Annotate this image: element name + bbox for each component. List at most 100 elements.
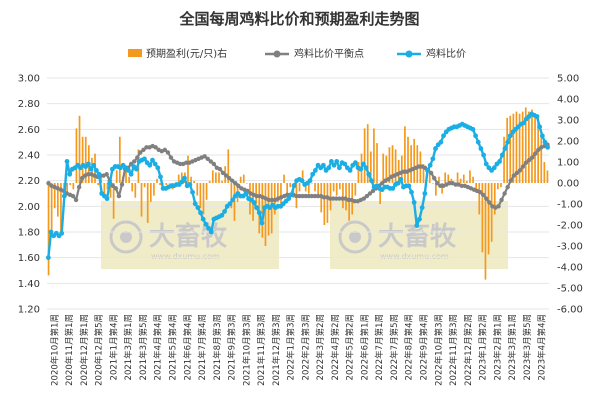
profit-bar — [307, 183, 310, 194]
profit-bar — [357, 162, 360, 183]
ratio-point — [334, 159, 340, 164]
balance-point — [46, 181, 51, 186]
profit-bar — [149, 183, 152, 202]
ratio-point — [507, 133, 513, 139]
y-left-tick-label: 1.40 — [18, 279, 40, 290]
ratio-point — [155, 165, 161, 171]
ratio-point — [342, 161, 348, 167]
profit-bar — [342, 183, 344, 209]
profit-bar — [81, 136, 84, 183]
x-tick-label: 2021年1月第4周 — [108, 314, 119, 380]
profit-bar — [153, 183, 155, 196]
ratio-point — [152, 161, 158, 167]
profit-bar — [515, 111, 518, 183]
ratio-point — [369, 178, 374, 184]
y-right-tick-label: -4.00 — [557, 263, 583, 274]
profit-bar — [388, 147, 391, 183]
balance-point — [447, 181, 452, 186]
balance-point — [487, 200, 492, 205]
profit-bar — [118, 136, 121, 183]
balance-point — [104, 172, 109, 177]
profit-bar — [304, 183, 307, 192]
y-right-tick-label: 0.00 — [557, 179, 579, 190]
profit-bar — [311, 183, 313, 184]
ratio-point — [96, 171, 102, 177]
x-tick-label: 2021年6月第4周 — [182, 314, 193, 380]
ratio-point — [328, 159, 334, 164]
x-tick-label: 2022年9月第4周 — [419, 314, 430, 380]
x-tick-label: 2022年6月第1周 — [359, 314, 370, 380]
balance-point — [294, 193, 299, 199]
profit-bar — [218, 172, 220, 183]
balance-point — [364, 193, 370, 199]
ratio-point — [307, 178, 313, 184]
x-tick-label: 2020年12月第1周 — [79, 314, 90, 386]
profit-bar — [456, 172, 459, 183]
y-left-tick-label: 2.00 — [18, 202, 40, 213]
chart-title: 全国每周鸡料比价和预期盈利走势图 — [178, 10, 419, 28]
profit-bar — [187, 155, 189, 183]
profit-bar — [391, 145, 394, 183]
balance-point — [370, 188, 376, 194]
x-tick-label: 2021年10月第3周 — [241, 314, 252, 386]
balance-point — [153, 145, 158, 150]
x-tick-label: 2020年11月第1周 — [64, 314, 75, 386]
watermark-logo-dot — [349, 231, 361, 243]
ratio-point — [187, 182, 193, 187]
ratio-point — [222, 209, 227, 214]
ratio-point — [320, 162, 326, 168]
profit-bar — [143, 183, 146, 188]
balance-point — [254, 193, 259, 199]
profit-bar — [540, 136, 543, 183]
profit-bar — [78, 115, 81, 183]
legend-marker-ratio — [405, 50, 413, 58]
profit-bar — [385, 155, 388, 183]
x-tick-label: 2020年10月第1周 — [49, 314, 60, 386]
profit-bar — [366, 124, 369, 183]
profit-bar — [521, 111, 524, 183]
profit-bar — [528, 111, 530, 183]
ratio-point — [361, 161, 366, 167]
x-tick-label: 2023年1月第2周 — [478, 314, 489, 380]
profit-bar — [162, 183, 165, 184]
profit-bar — [230, 183, 233, 209]
profit-bar — [180, 172, 183, 183]
ratio-point — [288, 192, 294, 198]
balance-point — [144, 145, 149, 150]
x-tick-label: 2021年11月第3周 — [256, 314, 267, 386]
ratio-point — [190, 189, 195, 195]
profit-bar — [128, 176, 130, 183]
balance-point — [505, 184, 510, 190]
ratio-point — [326, 165, 332, 171]
balance-point — [312, 193, 318, 199]
x-tick-label: 2022年11月第3周 — [448, 314, 459, 386]
ratio-point — [414, 223, 420, 228]
balance-point — [327, 196, 333, 201]
profit-bar — [490, 183, 493, 242]
balance-point — [119, 182, 125, 187]
balance-point — [110, 183, 116, 188]
profit-bar — [376, 143, 378, 183]
legend-swatch-profit — [128, 49, 142, 57]
profit-bar — [53, 183, 56, 209]
ratio-point — [473, 133, 478, 139]
profit-bar — [277, 183, 279, 202]
y-right-tick-label: 5.00 — [557, 74, 579, 85]
watermark-url: www.dxumu.com — [151, 252, 220, 261]
balance-point — [428, 170, 434, 176]
balance-point — [459, 183, 464, 188]
profit-bar — [286, 183, 288, 194]
profit-bar — [462, 174, 465, 183]
ratio-point — [409, 189, 414, 195]
x-tick-label: 2022年1月第3周 — [286, 314, 297, 380]
ratio-point — [198, 210, 203, 216]
ratio-point — [88, 166, 94, 172]
profit-bar — [56, 183, 59, 217]
balance-point — [340, 196, 345, 201]
balance-point — [138, 150, 143, 155]
profit-bar — [190, 176, 192, 183]
balance-point — [285, 192, 290, 197]
ratio-point — [478, 146, 484, 151]
ratio-point — [358, 166, 364, 172]
